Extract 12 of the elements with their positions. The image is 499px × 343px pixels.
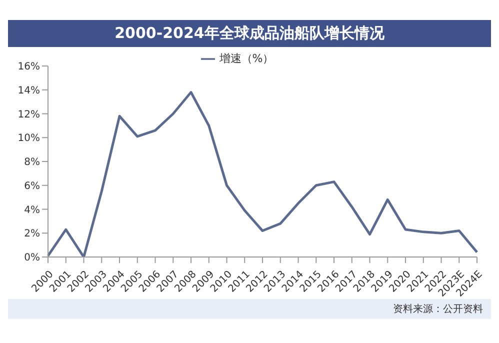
y-tick-label: 4% <box>24 204 40 216</box>
y-tick-label: 10% <box>18 133 40 144</box>
text: 资料来源：公开资料 <box>393 304 483 315</box>
y-tick-label: 8% <box>24 157 40 168</box>
y-tick-label: 0% <box>24 252 40 264</box>
y-tick-label: 14% <box>18 85 40 96</box>
y-tick-label: 2% <box>24 228 40 240</box>
y-tick-label: 16% <box>18 62 40 73</box>
y-tick-label: 6% <box>24 180 40 192</box>
legend-label: 增速（%） <box>219 52 274 65</box>
chart-title: 2000-2024年全球成品油船队增长情况 <box>8 20 491 47</box>
y-tick-label: 12% <box>18 109 40 120</box>
